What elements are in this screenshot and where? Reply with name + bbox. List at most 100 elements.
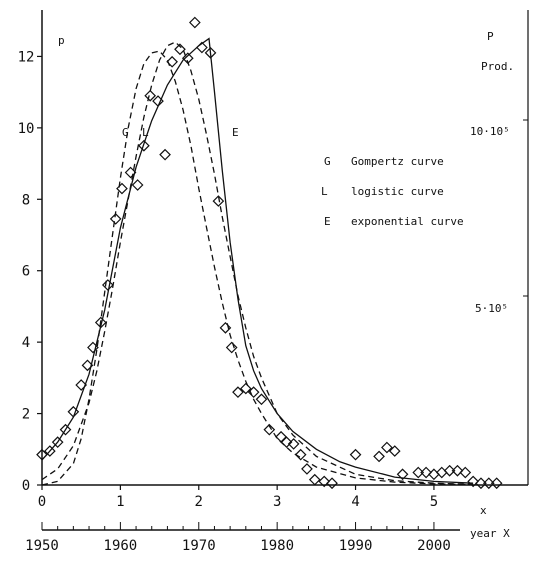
curve-label-l: L — [142, 126, 149, 139]
data-point — [232, 386, 244, 398]
legend-text-g: Gompertz curve — [351, 155, 444, 168]
x-top-tick-label: 5 — [430, 494, 438, 510]
axes — [41, 10, 529, 531]
legend-key-e: E — [324, 215, 331, 228]
data-point — [428, 468, 440, 481]
data-point — [59, 423, 72, 436]
curve-l — [41, 41, 474, 485]
x-bottom-tick-label: 2000 — [417, 538, 451, 554]
data-point — [263, 423, 276, 436]
legend-text-e: exponential curve — [351, 215, 464, 228]
x-axis-bottom-label: year X — [470, 527, 510, 540]
y-right-tick-500000: 5·10⁵ — [475, 302, 508, 315]
data-point — [255, 393, 268, 406]
legend: G Gompertz curve L logistic curve E expo… — [321, 155, 464, 228]
x-bottom-tick-label: 1980 — [260, 538, 294, 554]
data-point — [451, 464, 464, 477]
data-point — [152, 95, 164, 107]
data-point — [490, 477, 503, 490]
data-point — [181, 52, 194, 65]
data-point — [36, 448, 48, 461]
data-point — [144, 89, 157, 102]
y-tick-label: 4 — [22, 335, 30, 351]
data-point — [349, 448, 362, 461]
x-top-tick-label: 0 — [38, 494, 46, 510]
data-point — [101, 279, 114, 291]
legend-key-l: L — [321, 185, 328, 198]
axis-labels: p P Prod. 10·10⁵ 5·10⁵ x year X — [58, 30, 514, 540]
data-point — [482, 477, 495, 490]
x-bottom-tick-label: 1970 — [182, 538, 216, 554]
data-point — [81, 359, 94, 372]
data-point — [381, 441, 393, 454]
y-tick-label: 12 — [18, 49, 35, 65]
x-top-tick-label: 4 — [351, 494, 359, 510]
data-point — [219, 322, 232, 334]
curve-labels: G L E — [122, 126, 239, 139]
data-point — [308, 473, 321, 486]
data-point — [287, 438, 300, 450]
data-point — [275, 430, 287, 443]
x-bottom-tick-label: 1990 — [339, 538, 373, 554]
y-axis-right-label: P — [487, 30, 494, 43]
data-point — [388, 445, 401, 457]
data-point — [459, 466, 472, 479]
curves — [41, 37, 474, 486]
y-tick-label: 0 — [22, 478, 30, 494]
data-point — [138, 139, 150, 152]
data-point — [124, 166, 137, 179]
y-tick-label: 10 — [18, 121, 35, 137]
x-top-tick-label: 3 — [273, 494, 281, 510]
data-point — [189, 16, 201, 29]
data-point — [159, 148, 171, 161]
data-point — [475, 477, 487, 490]
data-point — [239, 382, 252, 395]
y-tick-label: 2 — [22, 407, 30, 423]
x-top-tick-label: 1 — [116, 494, 124, 510]
data-point — [75, 379, 88, 391]
data-point — [174, 43, 186, 56]
y-axis-right-sublabel: Prod. — [481, 60, 514, 73]
y-axis-left-label: p — [58, 34, 65, 47]
data-point — [109, 213, 122, 225]
data-point — [87, 341, 99, 354]
data-point — [396, 468, 409, 481]
data-point — [435, 466, 448, 479]
x-axis-top-label: x — [480, 504, 487, 517]
data-point — [94, 316, 107, 329]
data-point — [166, 55, 178, 68]
data-point — [326, 477, 338, 490]
data-point — [247, 386, 260, 398]
curve-label-e: E — [232, 126, 239, 139]
curve-label-g: G — [122, 126, 129, 139]
legend-key-g: G — [324, 155, 331, 168]
x-bottom-tick-label: 1960 — [104, 538, 138, 554]
x-top-tick-label: 2 — [195, 494, 203, 510]
data-point — [294, 448, 307, 461]
curve-e — [41, 37, 474, 484]
data-point — [51, 436, 64, 448]
data-point — [280, 436, 293, 448]
y-tick-label: 6 — [22, 264, 30, 280]
data-point — [373, 450, 385, 463]
data-point — [116, 182, 128, 195]
data-point — [204, 47, 217, 59]
data-points — [36, 16, 503, 490]
data-point — [212, 195, 225, 207]
data-point — [420, 466, 432, 479]
legend-text-l: logistic curve — [351, 185, 444, 198]
data-point — [301, 463, 313, 475]
curve-g — [41, 50, 474, 486]
y-tick-label: 8 — [22, 192, 30, 208]
x-bottom-tick-label: 1950 — [25, 538, 59, 554]
data-point — [67, 405, 80, 418]
data-point — [318, 475, 331, 488]
data-point — [196, 41, 208, 54]
data-point — [131, 179, 144, 191]
data-point — [43, 445, 56, 457]
y-right-tick-1000000: 10·10⁵ — [470, 125, 510, 138]
data-point — [443, 464, 456, 477]
data-point — [467, 475, 479, 488]
data-point — [412, 466, 425, 479]
